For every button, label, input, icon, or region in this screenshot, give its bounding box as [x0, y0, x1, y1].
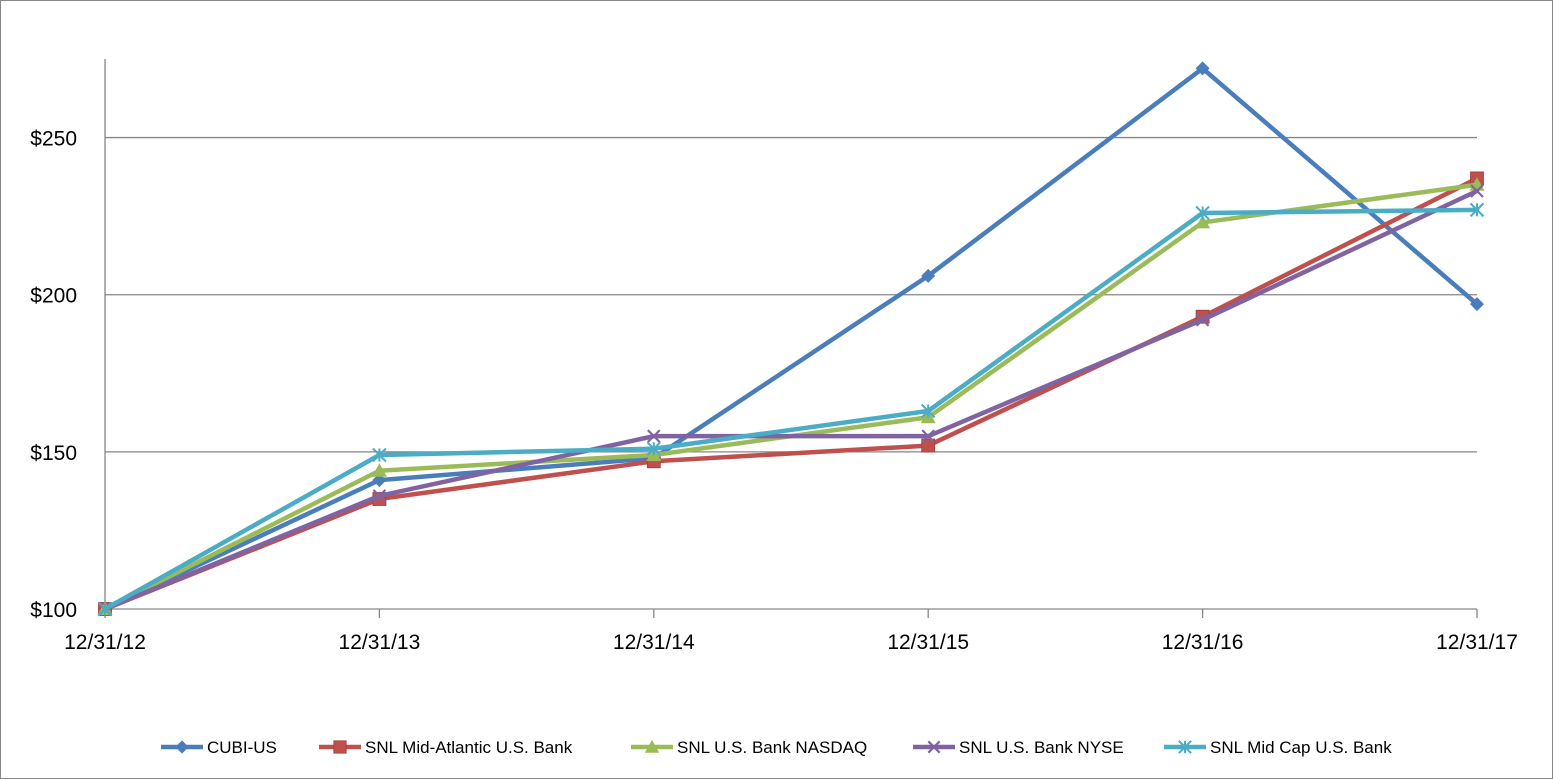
data-point	[646, 441, 662, 456]
series-line	[102, 182, 1480, 612]
series-3	[98, 184, 1484, 616]
legend-label: SNL U.S. Bank NYSE	[959, 738, 1124, 757]
x-tick-label: 12/31/15	[887, 631, 969, 654]
legend-label: SNL U.S. Bank NASDAQ	[677, 738, 867, 757]
data-point	[372, 447, 387, 463]
data-point	[372, 489, 387, 503]
series-0	[98, 61, 1484, 616]
series-lines	[97, 61, 1485, 617]
y-axis-tick-labels: $100 $150 $200 $250	[30, 128, 77, 622]
series-line	[102, 207, 1480, 612]
x-tick-label: 12/31/14	[613, 631, 695, 654]
x-tick-label: 12/31/16	[1162, 631, 1244, 654]
legend-item: SNL U.S. Bank NYSE	[913, 738, 1124, 757]
y-tick-label: $150	[30, 442, 77, 465]
legend-item: SNL Mid Cap U.S. Bank	[1164, 738, 1392, 757]
data-point	[1469, 202, 1485, 218]
data-point	[921, 429, 935, 443]
data-point	[921, 268, 936, 283]
series-1	[98, 171, 1484, 616]
data-point	[1178, 740, 1192, 754]
series-2	[97, 177, 1485, 615]
legend-label: SNL Mid-Atlantic U.S. Bank	[365, 738, 573, 757]
y-tick-label: $200	[30, 285, 77, 308]
data-point	[1195, 313, 1210, 327]
data-point	[1470, 184, 1484, 198]
data-point	[927, 740, 941, 754]
series-line	[102, 188, 1480, 612]
legend-item: CUBI-US	[161, 738, 277, 757]
data-point	[1195, 61, 1210, 76]
x-tick-label: 12/31/12	[64, 631, 146, 654]
x-tick-label: 12/31/17	[1436, 631, 1518, 654]
series-line	[102, 176, 1480, 612]
legend-label: SNL Mid Cap U.S. Bank	[1210, 738, 1392, 757]
data-point	[371, 463, 387, 477]
y-tick-label: $250	[30, 128, 77, 151]
series-line	[102, 66, 1480, 612]
data-point	[1195, 205, 1210, 221]
x-axis-tick-labels: 12/31/12 12/31/13 12/31/14 12/31/15 12/31/16…	[64, 631, 1518, 654]
legend: CUBI-US SNL Mid-Atlantic U.S. Bank SNL U.S…	[161, 738, 1392, 757]
data-point	[1470, 297, 1484, 312]
x-tick-label: 12/31/13	[339, 631, 421, 654]
axes	[104, 59, 1478, 618]
data-point	[644, 739, 660, 753]
data-point	[1195, 214, 1211, 229]
gridlines	[105, 136, 1477, 453]
legend-item: SNL U.S. Bank NASDAQ	[631, 738, 867, 757]
data-point	[921, 438, 936, 453]
data-point	[175, 740, 189, 754]
data-point	[647, 429, 661, 443]
series-4	[97, 202, 1485, 617]
data-point	[97, 601, 113, 617]
data-point	[920, 403, 936, 419]
legend-item: SNL Mid-Atlantic U.S. Bank	[319, 738, 573, 757]
data-point	[333, 740, 347, 754]
legend-label: CUBI-US	[207, 738, 277, 757]
y-tick-label: $100	[30, 599, 77, 622]
